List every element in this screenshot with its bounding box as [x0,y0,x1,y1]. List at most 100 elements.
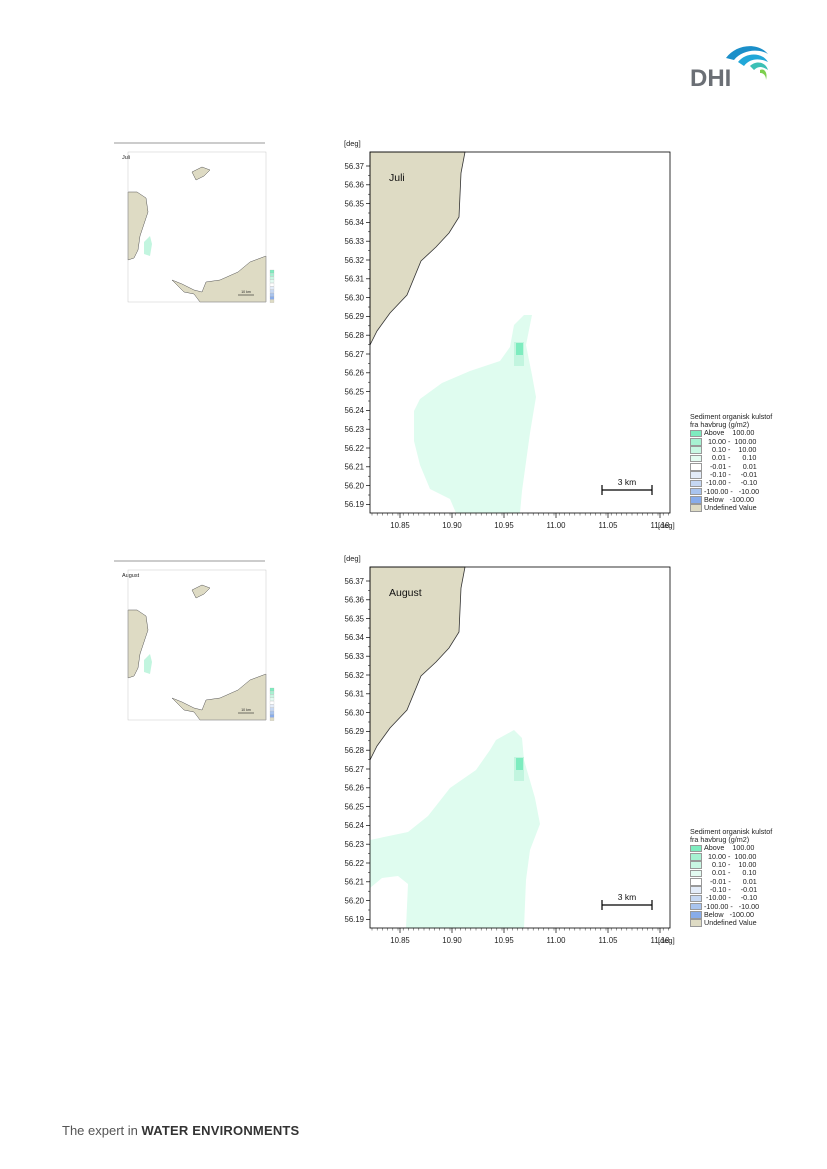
y-tick-label: 56.22 [344,444,364,453]
legend-row: -10.00 - -0.10 [690,893,772,903]
legend-row: -0.10 - -0.01 [690,469,772,479]
map-frame [369,151,671,514]
y-tick-label: 56.33 [344,237,364,246]
month-label: August [389,587,422,599]
legend-row: -0.01 - 0.01 [690,877,772,886]
legend-swatch [690,479,702,488]
legend-swatch [690,902,702,911]
footer-tagline: The expert in WATER ENVIRONMENTS [62,1123,299,1138]
thumb-legend-swatch [269,273,275,277]
scale-bar-label: 3 km [618,477,636,487]
thumb-month-label: August [122,573,140,579]
y-tick-label: 56.29 [344,727,364,736]
legend-august: Sediment organisk kulstof fra havbrug (g… [690,827,772,928]
y-tick-label: 56.21 [344,878,364,887]
y-tick-label: 56.30 [344,708,364,717]
legend-label: 0.01 - 0.10 [704,453,757,463]
thumb-month-label: Juli [122,155,130,161]
thumb-island [191,166,211,181]
legend-row: -0.10 - -0.01 [690,885,772,894]
thumb-legend-swatch [269,707,275,711]
y-tick-label: 56.34 [344,218,364,227]
legend-row: Undefined Value [690,503,772,513]
legend-swatch [690,861,702,869]
thumb-legend-swatch [269,296,275,300]
y-tick-label: 56.36 [344,596,364,605]
legend-juli: Sediment organisk kulstof fra havbrug (g… [690,412,773,513]
thumb-legend-swatch [269,691,275,695]
thumb-legend-swatch [269,687,275,692]
thumb-plume [144,654,152,674]
thumb-legend-swatch [269,289,275,293]
legend-swatch [690,429,702,438]
thumb-legend-swatch [269,717,275,721]
map-frame [369,566,671,929]
main-map-august: [deg] [deg] 56.37 56.36 56.35 56.34 56.33 56.32… [344,554,675,945]
x-tick-label: 11.10 [651,521,671,530]
thumb-legend-swatch [269,711,275,715]
legend-swatch [690,869,702,878]
thumb-legend-swatch [269,701,275,705]
y-tick-label: 56.29 [344,312,364,321]
main-map-juli: [deg] [deg] 56.37 56.36 56.35 56.34 56.33 56.32… [344,139,675,530]
legend-swatch [690,877,702,886]
thumbnail-map-august: August 10 km [114,560,275,721]
y-tick-label: 56.26 [344,784,364,793]
legend-subtitle: fra havbrug (g/m2) [690,420,750,430]
thumb-island [191,584,211,599]
thumb-frame [127,151,267,303]
legend-subtitle: fra havbrug (g/m2) [690,835,750,845]
legend-label: -0.01 - 0.01 [704,461,757,471]
land-mass [369,566,466,761]
y-tick-label: 56.36 [344,181,364,190]
x-tick-label: 10.95 [494,936,514,945]
y-tick-label: 56.25 [344,387,364,396]
y-tick-label: 56.26 [344,369,364,378]
legend-label: -10.00 - -0.10 [704,478,758,488]
y-tick-label: 56.28 [344,331,364,340]
legend-label: Below -100.00 [704,494,754,504]
legend-row: -0.01 - 0.01 [690,461,772,471]
legend-row: 0.10 - 10.00 [690,860,772,869]
legend-label: Undefined Value [704,918,757,928]
y-tick-label: 56.19 [344,915,364,924]
x-tick-label: 11.05 [599,936,619,945]
logo-text: DHI [690,65,731,92]
plume-core-dark [516,758,523,770]
legend-label: -10.00 - -0.10 [704,893,758,903]
y-tick-label: 56.23 [344,425,364,434]
legend-label: 0.10 - 10.00 [704,445,757,455]
legend-row: Undefined Value [690,918,772,928]
legend-label: -0.10 - -0.01 [704,469,758,479]
y-unit-label: [deg] [344,139,361,148]
y-tick-label: 56.35 [344,614,364,623]
y-tick-label: 56.21 [344,463,364,472]
thumb-land-south [171,673,267,721]
y-tick-label: 56.35 [344,199,364,208]
thumb-legend-swatch [269,299,275,303]
thumb-legend-swatch [269,286,275,290]
y-tick-label: 56.34 [344,633,364,642]
thumb-scale-label: 10 km [241,708,251,712]
month-label: Juli [389,172,405,184]
legend-label: Above 100.00 [704,843,755,853]
scale-bar-label: 3 km [618,892,636,902]
x-tick-label: 10.90 [442,521,462,530]
thumb-legend-swatch [269,704,275,708]
x-tick-label: 10.90 [442,936,462,945]
legend-label: Undefined Value [704,503,757,513]
dhi-logo-icon: DHI [690,46,768,92]
y-tick-label: 56.31 [344,275,364,284]
legend-title: Sediment organisk kulstof [690,412,773,421]
legend-row: Above 100.00 [690,843,772,853]
thumb-plume [144,236,152,256]
legend-row: 0.01 - 0.10 [690,869,772,878]
thumbnail-map-juli: Juli 10 km [114,142,275,303]
legend-label: Below -100.00 [704,909,754,919]
legend-row: 10.00 - 100.00 [690,436,772,446]
y-tick-label: 56.19 [344,500,364,509]
plume-area [414,315,536,513]
y-tick-label: 56.27 [344,765,364,774]
x-tick-label: 11.10 [651,936,671,945]
legend-label: 10.00 - 100.00 [704,436,757,446]
